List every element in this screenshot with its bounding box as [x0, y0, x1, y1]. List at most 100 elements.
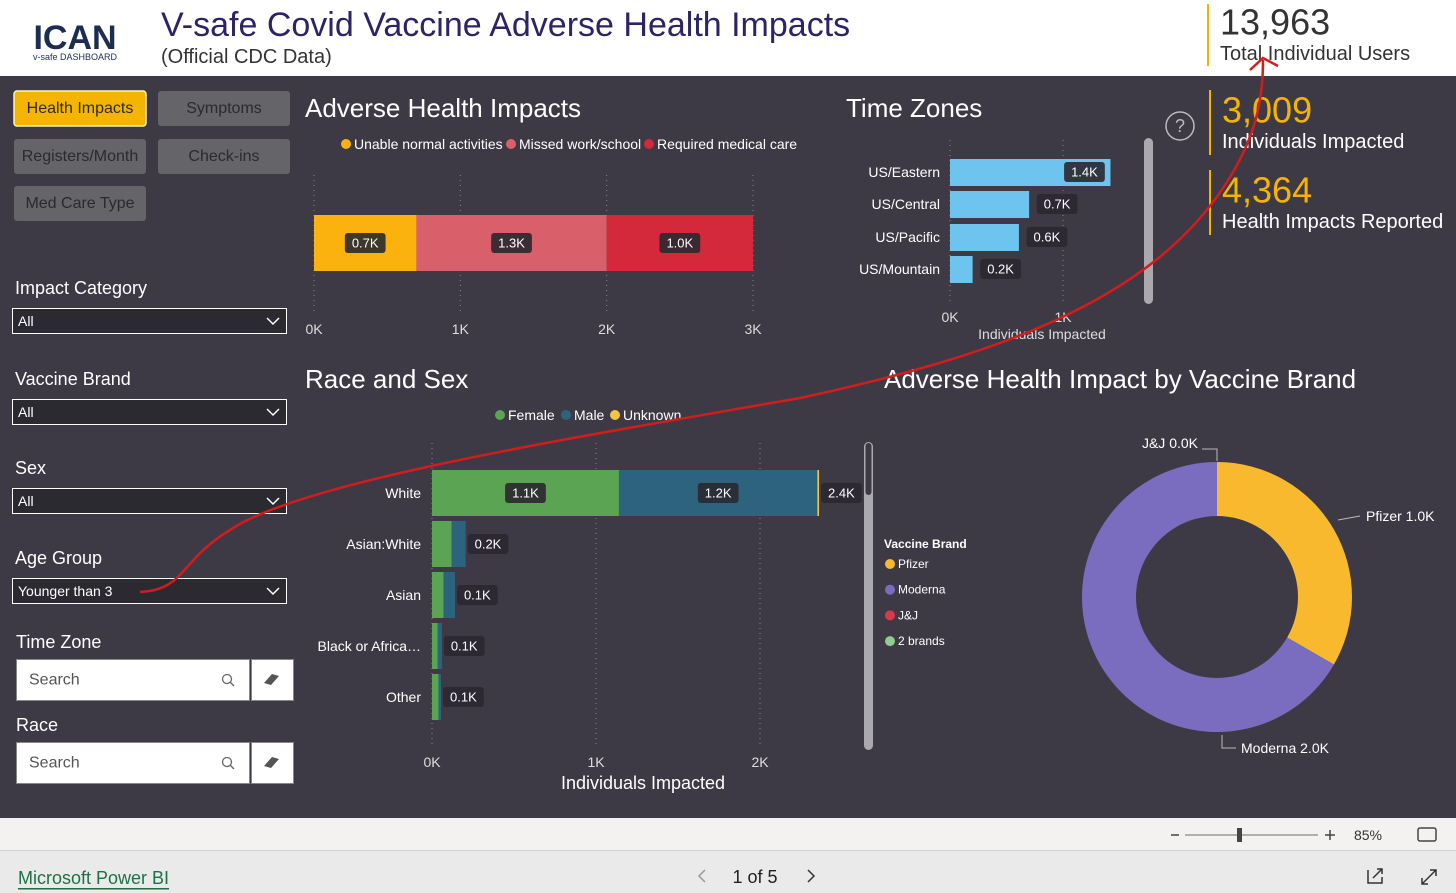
data-label-bg — [467, 534, 509, 554]
data-label: 0.1K — [451, 639, 478, 654]
chart-title: Time Zones — [846, 93, 982, 123]
dropdown-chevron — [266, 587, 280, 596]
legend-label: Unable normal activities — [354, 136, 503, 152]
search-icon — [221, 673, 233, 685]
bar — [950, 191, 1030, 218]
y-tick-label: Asian — [386, 587, 421, 603]
kpi-label: Health Impacts Reported — [1222, 211, 1443, 233]
data-label-bg — [443, 687, 484, 707]
nav-button[interactable] — [13, 90, 147, 127]
data-label-bg — [1064, 162, 1105, 182]
bar-segment — [432, 623, 438, 669]
dropdown-value: All — [18, 313, 34, 329]
legend-label: Pfizer — [898, 557, 929, 571]
prev-page[interactable] — [697, 869, 706, 883]
legend-title: Vaccine Brand — [884, 537, 967, 551]
data-label: J&J 0.0K — [1142, 435, 1199, 451]
y-tick-label: US/Mountain — [859, 261, 940, 277]
data-label: 2.4K — [828, 486, 855, 501]
nav-button-label[interactable]: Health Impacts — [27, 100, 134, 117]
search-placeholder: Search — [29, 672, 80, 689]
y-tick-label: White — [385, 485, 421, 501]
powerbi-link[interactable]: Microsoft Power BI — [18, 868, 169, 888]
data-label: Pfizer 1.0K — [1366, 508, 1435, 524]
next-page[interactable] — [807, 869, 816, 883]
data-label: 1.4K — [1071, 165, 1098, 180]
annotation-arrow — [139, 59, 1265, 594]
data-label: 0.2K — [987, 262, 1014, 277]
legend-swatch — [885, 610, 895, 621]
filter-label: Age Group — [15, 548, 102, 568]
nav-button[interactable] — [158, 139, 290, 174]
help-text[interactable]: ? — [1175, 116, 1185, 136]
data-label: 1.3K — [498, 236, 525, 251]
help-icon[interactable] — [1165, 111, 1195, 141]
dropdown[interactable] — [12, 399, 287, 425]
kpi-value: 13,963 — [1220, 2, 1330, 43]
dropdown-chevron — [266, 497, 280, 506]
data-label-bg — [443, 636, 485, 656]
data-label-bg — [659, 233, 701, 253]
bar — [950, 224, 1019, 251]
scrollbar-thumb[interactable] — [865, 443, 872, 495]
legend-label: Required medical care — [657, 136, 797, 152]
kpi-label: Individuals Impacted — [1222, 131, 1404, 153]
fullscreen-icon[interactable] — [1421, 869, 1437, 885]
legend-swatch — [885, 584, 895, 595]
data-label: 0.1K — [464, 588, 491, 603]
x-tick-label: 2K — [598, 321, 616, 337]
kpi-value: 4,364 — [1222, 170, 1312, 211]
legend-label: Female — [508, 407, 555, 423]
legend-swatch — [495, 410, 505, 420]
zoom-bar — [0, 818, 1456, 850]
nav-button-label[interactable]: Med Care Type — [25, 195, 134, 212]
nav-button[interactable] — [158, 91, 290, 126]
nav-button-label[interactable]: Registers/Month — [22, 148, 139, 165]
dropdown[interactable] — [12, 488, 287, 514]
legend-label: Male — [574, 407, 605, 423]
nav-button[interactable] — [14, 186, 146, 221]
legend-label: Missed work/school — [519, 136, 641, 152]
data-label-bg — [1036, 194, 1078, 214]
data-label: 1.2K — [705, 486, 732, 501]
bar-segment — [817, 470, 820, 516]
scrollbar[interactable] — [864, 442, 873, 750]
search-box[interactable] — [16, 659, 250, 701]
page-title: V-safe Covid Vaccine Adverse Health Impa… — [161, 6, 850, 44]
x-tick-label: 1K — [587, 754, 605, 770]
data-label-bg — [980, 259, 1021, 279]
bar-segment — [437, 623, 442, 669]
zoom-level: 85% — [1354, 827, 1382, 843]
logo-sub: v-safe DASHBOARD — [33, 52, 118, 62]
legend-label: Unknown — [623, 407, 681, 423]
eraser-icon — [264, 757, 279, 768]
x-tick-label: 1K — [452, 321, 470, 337]
filter-label: Vaccine Brand — [15, 369, 131, 389]
search-placeholder: Search — [29, 755, 80, 772]
logo: ICAN — [33, 19, 116, 57]
eraser-icon — [264, 674, 279, 685]
nav-button-label[interactable]: Symptoms — [186, 100, 262, 117]
legend-swatch — [885, 636, 895, 647]
share-icon[interactable] — [1367, 868, 1383, 884]
bar-segment — [438, 674, 442, 720]
data-label: 0.1K — [450, 690, 477, 705]
zoom-control[interactable] — [1171, 827, 1437, 842]
y-tick-label: US/Eastern — [868, 164, 940, 180]
data-label: 0.2K — [475, 537, 502, 552]
nav-button[interactable] — [14, 139, 146, 174]
data-label: 1.0K — [666, 236, 693, 251]
chart-title: Adverse Health Impact by Vaccine Brand — [884, 364, 1356, 394]
search-label: Time Zone — [16, 632, 101, 652]
search-box[interactable] — [16, 742, 250, 784]
data-label: 1.1K — [512, 486, 539, 501]
nav-button-label[interactable]: Check-ins — [188, 148, 259, 165]
bar-segment — [443, 572, 455, 618]
dropdown[interactable] — [12, 308, 287, 334]
dropdown-chevron — [266, 408, 280, 417]
leader-line — [1221, 735, 1236, 749]
scrollbar[interactable] — [1144, 138, 1153, 304]
x-axis-title: Individuals Impacted — [978, 326, 1106, 342]
search-icon — [229, 764, 235, 770]
